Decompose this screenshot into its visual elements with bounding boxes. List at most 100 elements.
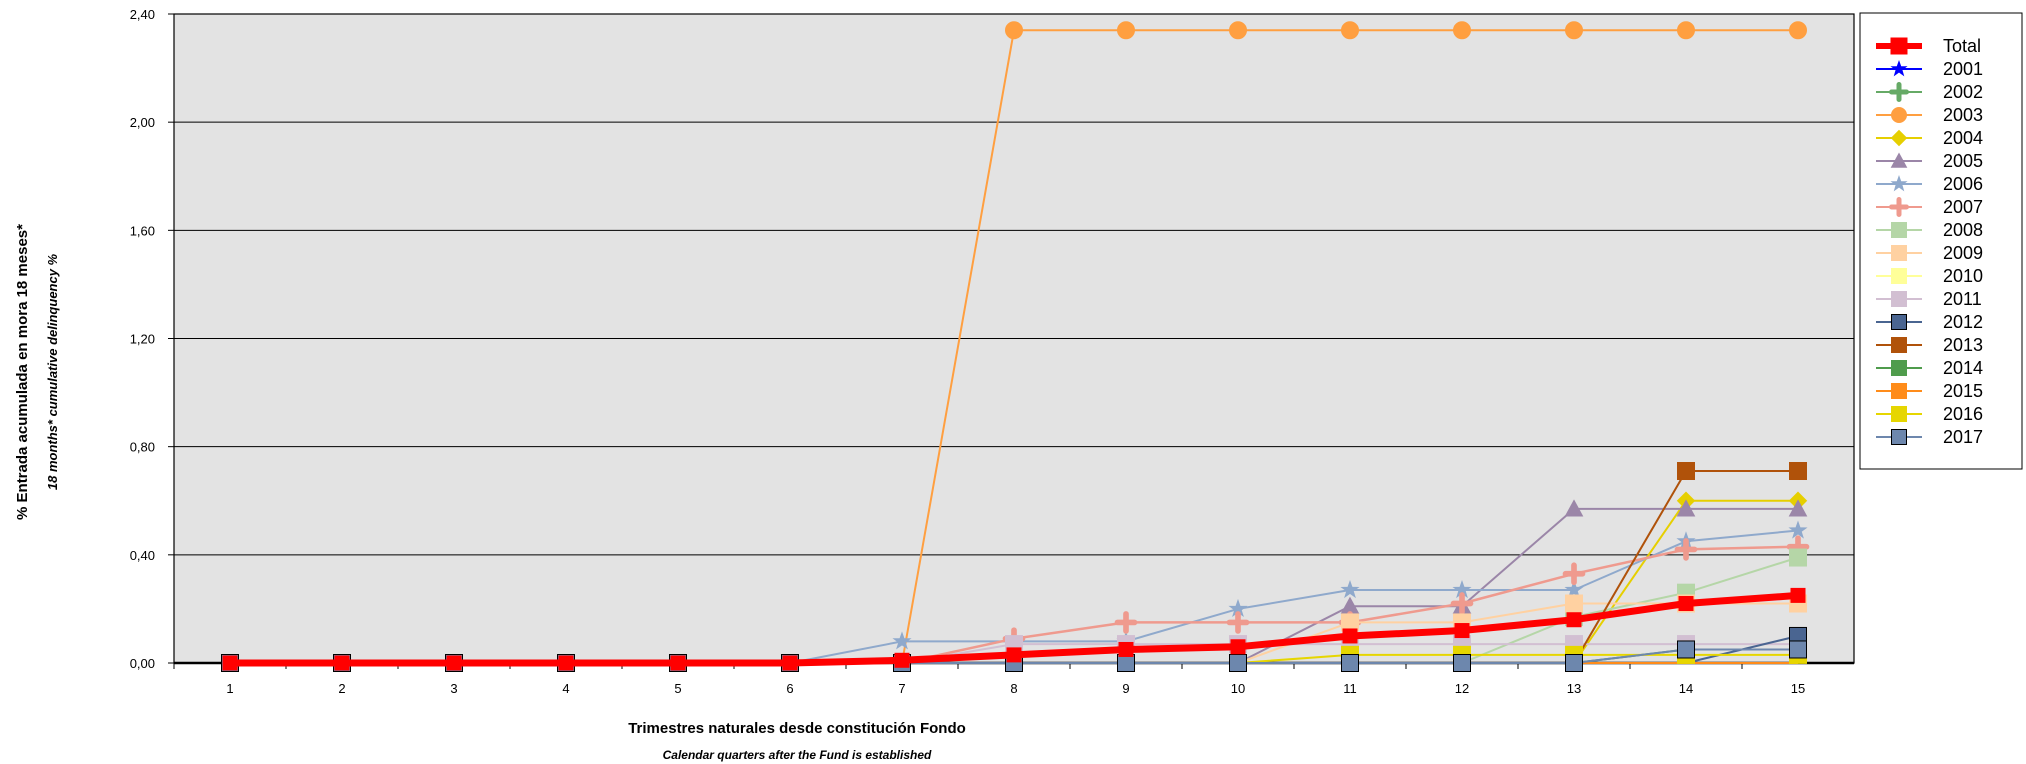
data-point — [1789, 462, 1807, 481]
legend-item: 2002 — [1876, 82, 1983, 102]
data-point — [1677, 462, 1695, 481]
data-point — [1118, 641, 1134, 657]
data-point — [1891, 383, 1907, 399]
y-tick-label: 1,60 — [130, 223, 155, 238]
x-tick-label: 10 — [1231, 681, 1245, 696]
x-tick-label: 1 — [226, 681, 233, 696]
data-point — [1790, 587, 1806, 603]
data-point — [892, 631, 912, 650]
y-tick-label: 0,40 — [130, 548, 155, 563]
data-point — [1114, 611, 1138, 634]
legend-item: 2014 — [1876, 358, 1983, 378]
legend-item: 2006 — [1876, 174, 1983, 194]
data-point — [1891, 291, 1907, 307]
data-point — [1891, 245, 1907, 261]
data-point — [1676, 499, 1696, 517]
legend-label: 2008 — [1943, 220, 1983, 240]
x-tick-label: 7 — [898, 681, 905, 696]
legend-box — [1859, 12, 2023, 470]
data-point — [1891, 360, 1907, 376]
data-point — [334, 655, 350, 671]
legend-label: 2002 — [1943, 82, 1983, 102]
x-tick-label: 4 — [562, 681, 569, 696]
data-point — [1453, 21, 1471, 40]
data-point — [446, 655, 462, 671]
legend-label: Total — [1943, 36, 1981, 56]
legend-item: 2004 — [1876, 128, 1983, 148]
data-point — [1789, 640, 1807, 659]
x-axis-sublabel: Calendar quarters after the Fund is esta… — [663, 748, 932, 762]
x-tick-label: 3 — [450, 681, 457, 696]
y-axis-sublabel: 18 months* cumulative delinquency % — [45, 253, 60, 490]
data-point — [1562, 562, 1586, 586]
data-point — [1454, 623, 1470, 639]
data-point — [1450, 592, 1474, 615]
data-point — [1340, 579, 1360, 599]
legend: Total 2001 2002 2003 2004 2005 2006 2007 2008 200… — [1859, 12, 2023, 470]
data-point — [1889, 82, 1909, 102]
x-tick-label: 12 — [1455, 681, 1469, 696]
legend-item: 2010 — [1876, 266, 1983, 286]
legend-item: Total — [1876, 36, 1981, 56]
data-point — [1789, 21, 1807, 40]
x-axis-label: Trimestres naturales desde constitución … — [628, 720, 966, 737]
x-tick-label: 15 — [1791, 681, 1805, 696]
data-point — [1566, 612, 1582, 628]
data-point — [670, 655, 686, 671]
y-tick-label: 0,00 — [130, 656, 155, 671]
legend-item: 2009 — [1876, 243, 1983, 263]
data-point — [558, 655, 574, 671]
data-point — [1226, 611, 1250, 634]
x-tick-label: 9 — [1122, 681, 1129, 696]
series-group — [221, 21, 1810, 672]
data-point — [1565, 21, 1583, 40]
data-point — [1788, 499, 1808, 517]
legend-item: 2016 — [1876, 404, 1983, 424]
legend-label: 2006 — [1943, 174, 1983, 194]
data-point — [1229, 21, 1247, 40]
legend-item: 2017 — [1876, 427, 1983, 447]
data-point — [1677, 640, 1695, 659]
data-point — [222, 655, 238, 671]
data-point — [1564, 499, 1584, 517]
data-point — [1564, 579, 1584, 599]
legend-label: 2015 — [1943, 381, 1983, 401]
plot-area — [173, 13, 1855, 664]
data-point — [1891, 429, 1907, 445]
legend-label: 2011 — [1943, 289, 1982, 309]
legend-label: 2001 — [1943, 59, 1983, 79]
legend-label: 2004 — [1943, 128, 1983, 148]
legend-label: 2017 — [1943, 427, 1983, 447]
legend-item: 2012 — [1876, 312, 1983, 332]
legend-item: 2013 — [1876, 335, 1983, 355]
data-point — [1117, 21, 1135, 40]
data-point — [782, 655, 798, 671]
y-axis-label: % Entrada acumulada en mora 18 meses* — [14, 224, 31, 520]
data-point — [1006, 647, 1022, 663]
legend-label: 2009 — [1943, 243, 1983, 263]
data-point — [1789, 548, 1807, 567]
data-point — [1453, 654, 1471, 672]
legend-item: 2001 — [1876, 59, 1983, 79]
series-total — [222, 587, 1806, 671]
y-tick-label: 2,00 — [130, 115, 155, 130]
data-point — [1565, 594, 1583, 613]
data-point — [1341, 654, 1359, 672]
data-point — [1678, 596, 1694, 612]
data-point — [1891, 314, 1907, 330]
data-point — [1891, 107, 1907, 123]
data-point — [1230, 639, 1246, 655]
data-point — [1788, 520, 1808, 539]
data-point — [1005, 21, 1023, 40]
legend-item: 2003 — [1876, 105, 1983, 125]
data-point — [894, 652, 910, 668]
data-point — [1890, 174, 1908, 192]
legend-label: 2016 — [1943, 404, 1983, 424]
legend-label: 2003 — [1943, 105, 1983, 125]
data-point — [1891, 222, 1907, 238]
data-point — [1889, 197, 1909, 217]
legend-item: 2008 — [1876, 220, 1983, 240]
y-tick-label: 0,80 — [130, 440, 155, 455]
y-tick-label: 1,20 — [130, 332, 155, 347]
legend-label: 2014 — [1943, 358, 1983, 378]
